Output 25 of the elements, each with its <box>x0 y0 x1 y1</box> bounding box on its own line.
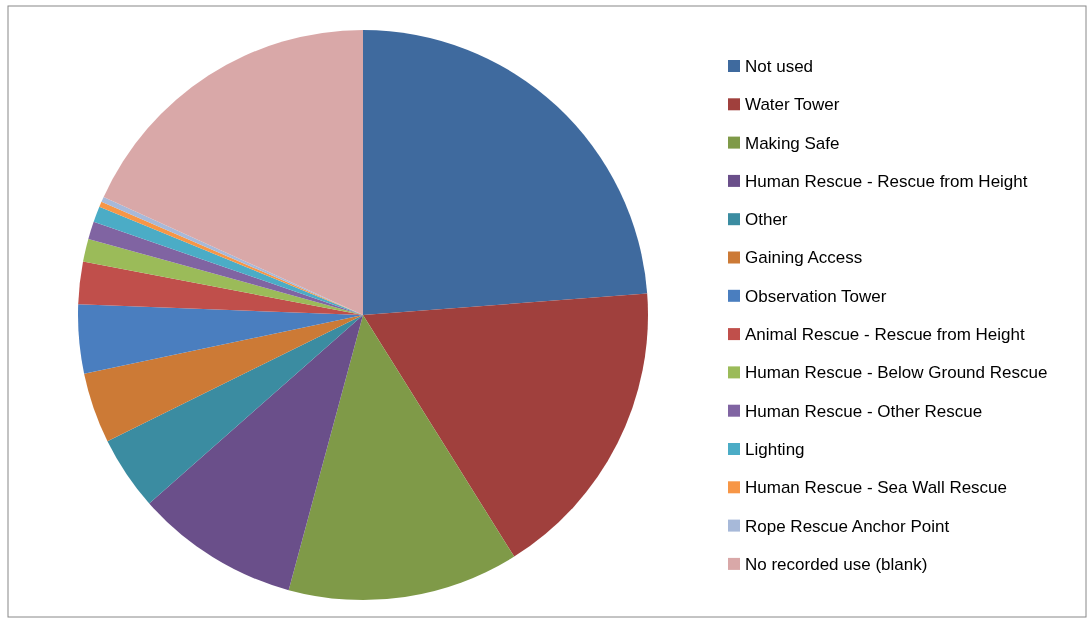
pie-slice <box>88 221 363 315</box>
pie-slice <box>103 30 363 315</box>
pie-slice <box>363 30 648 315</box>
legend-label: Human Rescue - Rescue from Height <box>745 171 1028 191</box>
pie-slice <box>83 238 363 315</box>
pie-slice <box>84 315 363 442</box>
pie-slice <box>78 261 363 315</box>
legend-label: No recorded use (blank) <box>745 554 928 574</box>
legend-label: Human Rescue - Below Ground Rescue <box>745 363 1048 383</box>
legend-label: Not used <box>745 56 814 76</box>
pie-slice <box>363 293 648 557</box>
pie-slice <box>288 315 515 600</box>
legend-label: Lighting <box>745 439 805 459</box>
pie-slice <box>149 315 363 591</box>
legend-label: Gaining Access <box>745 248 863 268</box>
legend-label: Water Tower <box>745 95 840 115</box>
legend-label: Human Rescue - Other Rescue <box>745 401 983 421</box>
pie-slice <box>107 315 363 504</box>
pie-slice <box>78 304 363 374</box>
legend-label: Making Safe <box>745 133 840 153</box>
legend-label: Other <box>745 210 788 230</box>
legend-label: Observation Tower <box>745 286 887 306</box>
legend-label: Animal Rescue - Rescue from Height <box>745 325 1025 345</box>
legend-label: Human Rescue - Sea Wall Rescue <box>745 478 1008 498</box>
legend-label: Rope Rescue Anchor Point <box>745 516 950 536</box>
